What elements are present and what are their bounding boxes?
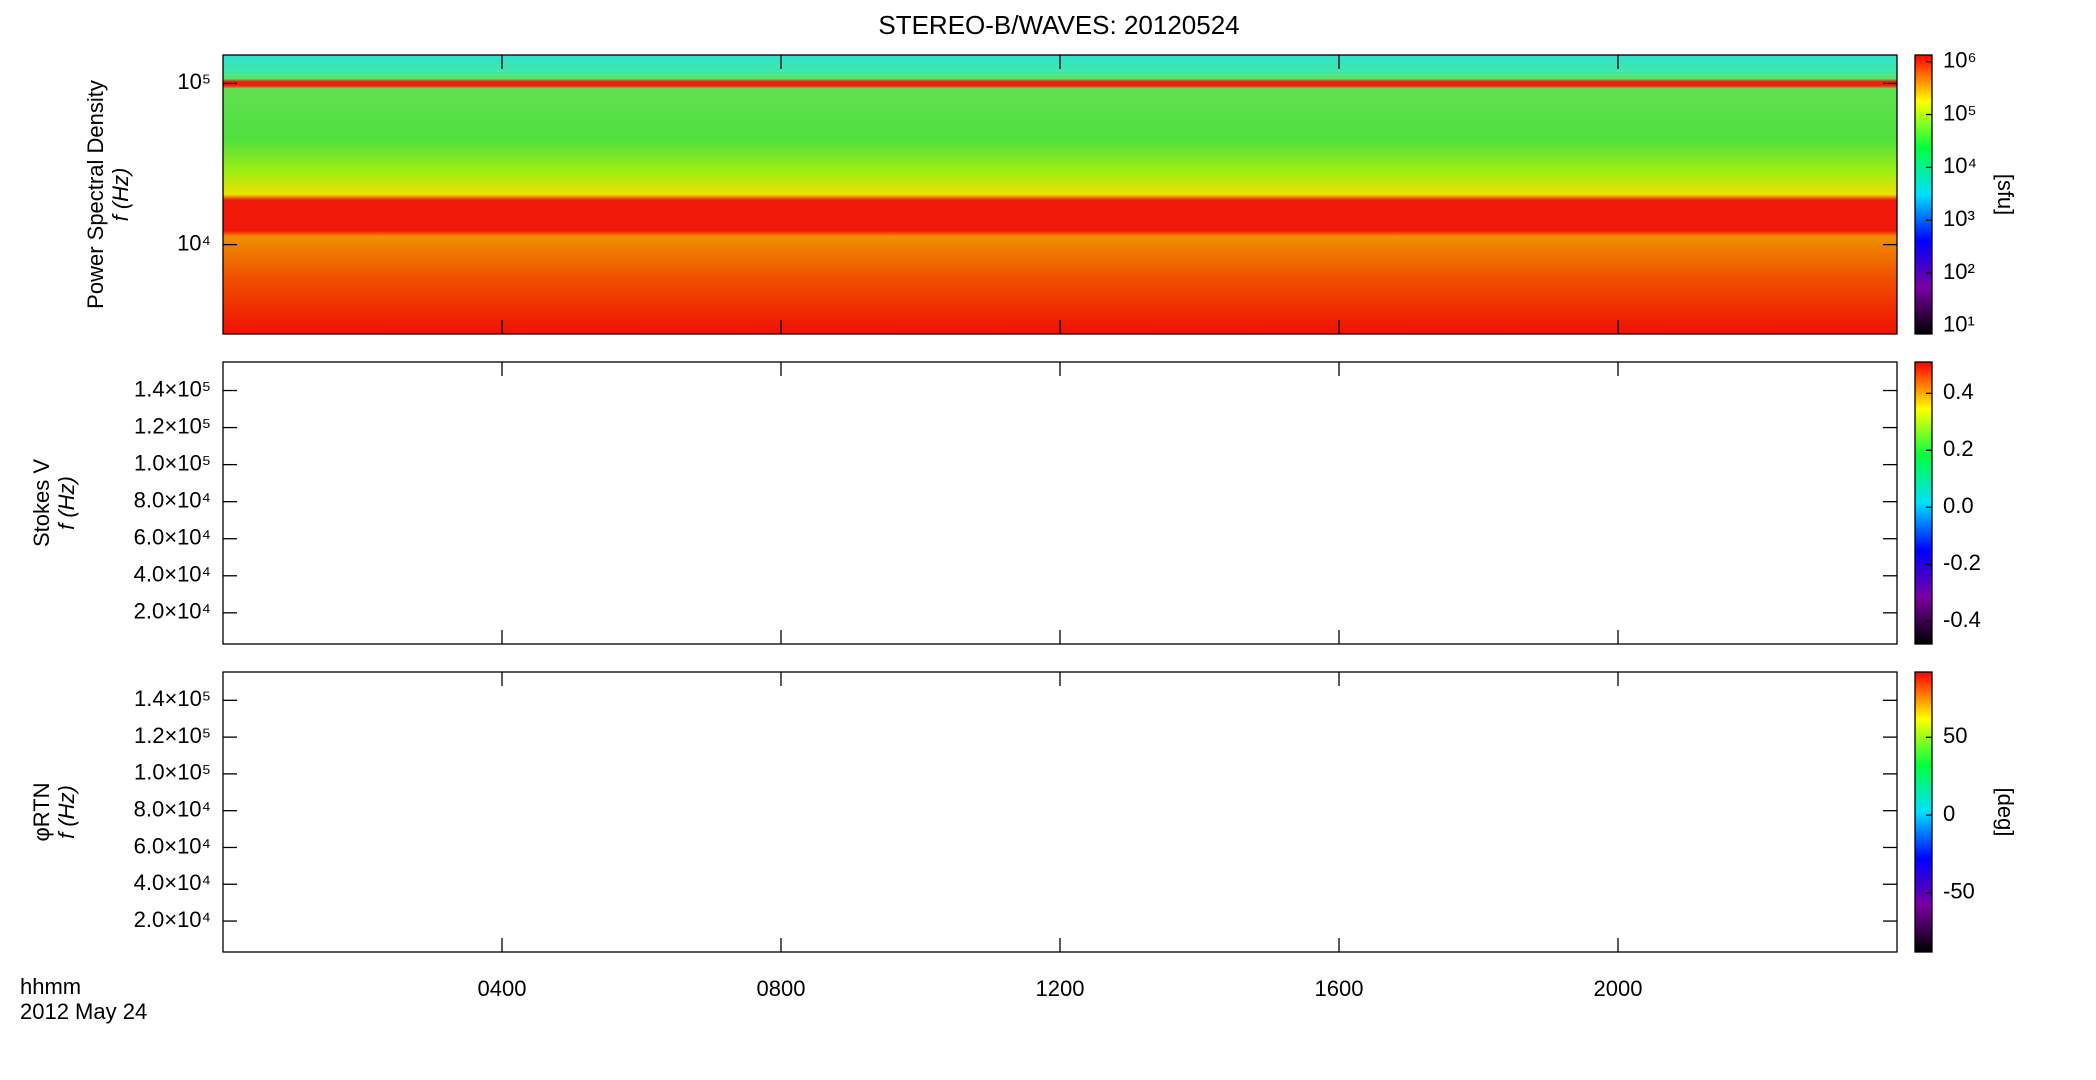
time-label: hhmm [20,974,81,999]
colorbar-tick-label: -0.4 [1943,607,1981,632]
y-tick-label: 4.0×10⁴ [134,870,211,895]
y-tick-label: 1.2×10⁵ [134,413,211,438]
x-tick-label: 0400 [478,976,527,1001]
x-tick-label: 1600 [1315,976,1364,1001]
y-tick-label: 8.0×10⁴ [134,796,211,821]
colorbar-tick-label: 10¹ [1943,312,1975,337]
x-tick-label: 1200 [1036,976,1085,1001]
x-tick-label: 2000 [1594,976,1643,1001]
colorbar-tick-label: -50 [1943,879,1975,904]
y-tick-label: 1.4×10⁵ [134,686,211,711]
y-axis-label: f (Hz) [54,476,79,530]
y-tick-label: 2.0×10⁴ [134,907,211,932]
y-axis-label: Stokes V [29,459,54,547]
colorbar-label: [deg] [1993,788,2018,837]
y-tick-label: 4.0×10⁴ [134,562,211,587]
y-tick-label: 1.4×10⁵ [134,376,211,401]
y-tick-label: 6.0×10⁴ [134,833,211,858]
colorbar [1914,361,1933,645]
y-axis-label: φRTN [29,782,54,841]
y-tick-label: 8.0×10⁴ [134,487,211,512]
colorbar-tick-label: -0.2 [1943,550,1981,575]
colorbar-tick-label: 10⁴ [1943,153,1977,178]
colorbar [1914,671,1933,953]
colorbar-tick-label: 10⁶ [1943,48,1977,73]
y-axis-label: f (Hz) [54,785,79,839]
x-tick-label: 0800 [757,976,806,1001]
y-tick-label: 6.0×10⁴ [134,525,211,550]
colorbar-tick-label: 10³ [1943,206,1975,231]
colorbar-label: [sfu] [1993,174,2018,216]
colorbar-tick-label: 0.2 [1943,436,1974,461]
title: STEREO-B/WAVES: 20120524 [878,10,1239,40]
colorbar-tick-label: 0 [1943,801,1955,826]
y-tick-label: 1.0×10⁵ [134,450,211,475]
y-tick-label: 1.2×10⁵ [134,723,211,748]
colorbar-tick-label: 10² [1943,259,1975,284]
colorbar-tick-label: 0.4 [1943,379,1974,404]
y-axis-label: f (Hz) [108,168,133,222]
y-tick-label: 10⁵ [177,69,211,94]
y-tick-label: 2.0×10⁴ [134,599,211,624]
date-label: 2012 May 24 [20,999,147,1024]
colorbar-tick-label: 50 [1943,723,1967,748]
spectrogram-image [223,55,1897,334]
y-tick-label: 1.0×10⁵ [134,760,211,785]
colorbar-tick-label: 10⁵ [1943,100,1977,125]
y-axis-label: Power Spectral Density [83,80,108,309]
colorbar-tick-label: 0.0 [1943,493,1974,518]
y-tick-label: 10⁴ [177,230,211,255]
colorbar [1914,54,1933,335]
